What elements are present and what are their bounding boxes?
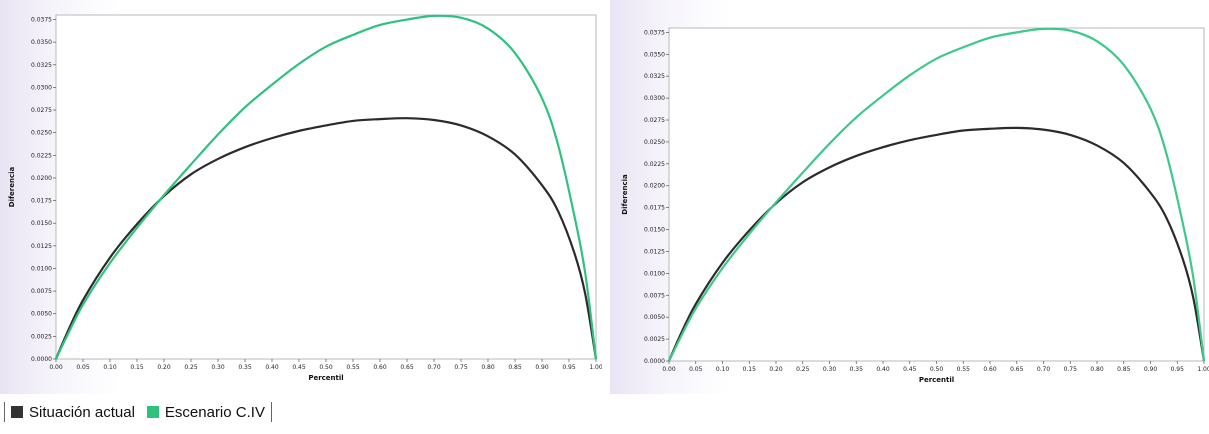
x-tick-label: 0.55: [346, 364, 360, 371]
x-tick-label: 0.35: [850, 366, 864, 373]
x-tick-label: 0.05: [689, 366, 703, 373]
x-axis-title: Percentil: [308, 374, 343, 382]
series-line-escenario-c-iv: [55, 14, 598, 360]
legend-item-situacion-actual: Situación actual: [11, 404, 135, 421]
x-tick-label: 0.90: [1144, 366, 1158, 373]
x-tick-label: 0.65: [400, 364, 414, 371]
y-tick-label: 0.0150: [644, 227, 665, 234]
y-tick-label: 0.0100: [644, 270, 665, 277]
y-tick-label: 0.0100: [31, 265, 52, 272]
y-tick-label: 0.0375: [644, 29, 665, 36]
x-tick-label: 0.35: [238, 364, 252, 371]
y-tick-label: 0.0325: [644, 73, 665, 80]
x-tick-label: 0.00: [49, 364, 63, 371]
y-tick-label: 0.0350: [31, 39, 52, 46]
x-tick-label: 0.95: [1171, 366, 1185, 373]
x-tick-label: 0.10: [716, 366, 730, 373]
legend-swatch-escenario: [146, 406, 159, 418]
series-line-situacion-actual: [54, 117, 598, 360]
x-tick-label: 0.45: [903, 366, 917, 373]
y-tick-label: 0.0150: [31, 220, 52, 227]
y-tick-label: 0.0225: [31, 152, 52, 159]
x-tick-label: 0.20: [157, 364, 171, 371]
y-tick-label: 0.0375: [31, 17, 52, 24]
y-tick-label: 0.0250: [644, 139, 665, 146]
y-tick-label: 0.0075: [644, 292, 665, 299]
x-tick-label: 0.30: [211, 364, 225, 371]
y-tick-label: 0.0025: [644, 336, 665, 343]
legend-label-situacion-actual: Situación actual: [29, 403, 135, 421]
y-tick-label: 0.0050: [644, 314, 665, 321]
x-tick-label: 0.40: [265, 364, 279, 371]
plot-area: [668, 27, 1205, 362]
series-line-situacion-actual: [667, 126, 1206, 362]
y-tick-label: 0.0300: [31, 84, 52, 91]
x-tick-label: 0.30: [823, 366, 837, 373]
x-tick-label: 0.05: [76, 364, 90, 371]
x-tick-label: 0.25: [796, 366, 810, 373]
y-tick-label: 0.0275: [644, 117, 665, 124]
y-tick-label: 0.0275: [31, 107, 52, 114]
x-tick-label: 0.10: [103, 364, 117, 371]
x-tick-label: 0.75: [1064, 366, 1078, 373]
y-tick-label: 0.0175: [644, 205, 665, 212]
y-tick-label: 0.0000: [644, 358, 665, 365]
x-tick-label: 0.40: [876, 366, 890, 373]
x-tick-label: 0.80: [481, 364, 495, 371]
x-tick-label: 0.85: [1117, 366, 1131, 373]
x-tick-label: 0.20: [769, 366, 783, 373]
x-tick-label: 0.15: [130, 364, 144, 371]
y-tick-label: 0.0225: [644, 161, 665, 168]
legend-label-escenario: Escenario C.IV: [164, 403, 265, 421]
x-tick-label: 0.55: [957, 366, 971, 373]
y-tick-label: 0.0125: [644, 248, 665, 255]
chart-right: 0.0000 0.0025 0.0050 0.0075 0.0100 0.0125 0.01…: [610, 0, 1209, 394]
x-tick-label: 0.95: [562, 364, 576, 371]
y-tick-label: 0.0250: [31, 130, 52, 137]
y-tick-label: 0.0025: [31, 333, 52, 340]
y-tick-label: 0.0325: [31, 62, 52, 69]
legend-item-escenario: Escenario C.IV: [146, 403, 265, 421]
legend-divider: [270, 402, 272, 422]
legend-divider: [4, 402, 5, 422]
legend: Situación actual Escenario C.IV: [4, 401, 272, 423]
chart-panel-right: 0.0000 0.0025 0.0050 0.0075 0.0100 0.0125 0.01…: [610, 0, 1209, 394]
x-tick-label: 0.60: [983, 366, 997, 373]
y-tick-label: 0.0125: [31, 243, 52, 250]
x-tick-label: 0.60: [373, 364, 387, 371]
x-tick-label: 0.85: [508, 364, 522, 371]
series-line-escenario-c-iv: [668, 27, 1206, 362]
y-tick-label: 0.0050: [31, 311, 52, 318]
x-tick-label: 0.70: [427, 364, 441, 371]
x-tick-label: 0.25: [184, 364, 198, 371]
y-tick-label: 0.0200: [31, 175, 52, 182]
y-tick-label: 0.0175: [31, 198, 52, 205]
y-tick-label: 0.0300: [644, 95, 665, 102]
legend-swatch-situacion-actual: [11, 406, 23, 418]
y-axis-title: Diferencia: [621, 174, 629, 215]
chart-left: 0.0000 0.0025 0.0050 0.0075 0.0100 0.0125 0.01…: [0, 0, 602, 394]
y-tick-label: 0.0200: [644, 183, 665, 190]
y-axis-title: Diferencia: [8, 166, 16, 207]
x-tick-label: 0.00: [662, 366, 676, 373]
x-tick-label: 1.00: [589, 364, 602, 371]
plot-area: [55, 14, 597, 360]
y-tick-label: 0.0350: [644, 51, 665, 58]
x-tick-label: 0.70: [1037, 366, 1051, 373]
x-tick-label: 0.90: [535, 364, 549, 371]
x-tick-label: 0.15: [743, 366, 757, 373]
x-tick-label: 0.50: [930, 366, 944, 373]
x-tick-label: 0.75: [454, 364, 468, 371]
y-tick-label: 0.0000: [31, 356, 52, 363]
x-tick-label: 0.80: [1090, 366, 1104, 373]
chart-panel-left: 0.0000 0.0025 0.0050 0.0075 0.0100 0.0125 0.01…: [0, 0, 602, 394]
x-tick-label: 0.50: [319, 364, 333, 371]
x-tick-label: 0.65: [1010, 366, 1024, 373]
x-axis-title: Percentil: [919, 376, 954, 384]
y-tick-label: 0.0075: [31, 288, 52, 295]
x-tick-label: 0.45: [292, 364, 306, 371]
x-tick-label: 1.00: [1197, 366, 1209, 373]
